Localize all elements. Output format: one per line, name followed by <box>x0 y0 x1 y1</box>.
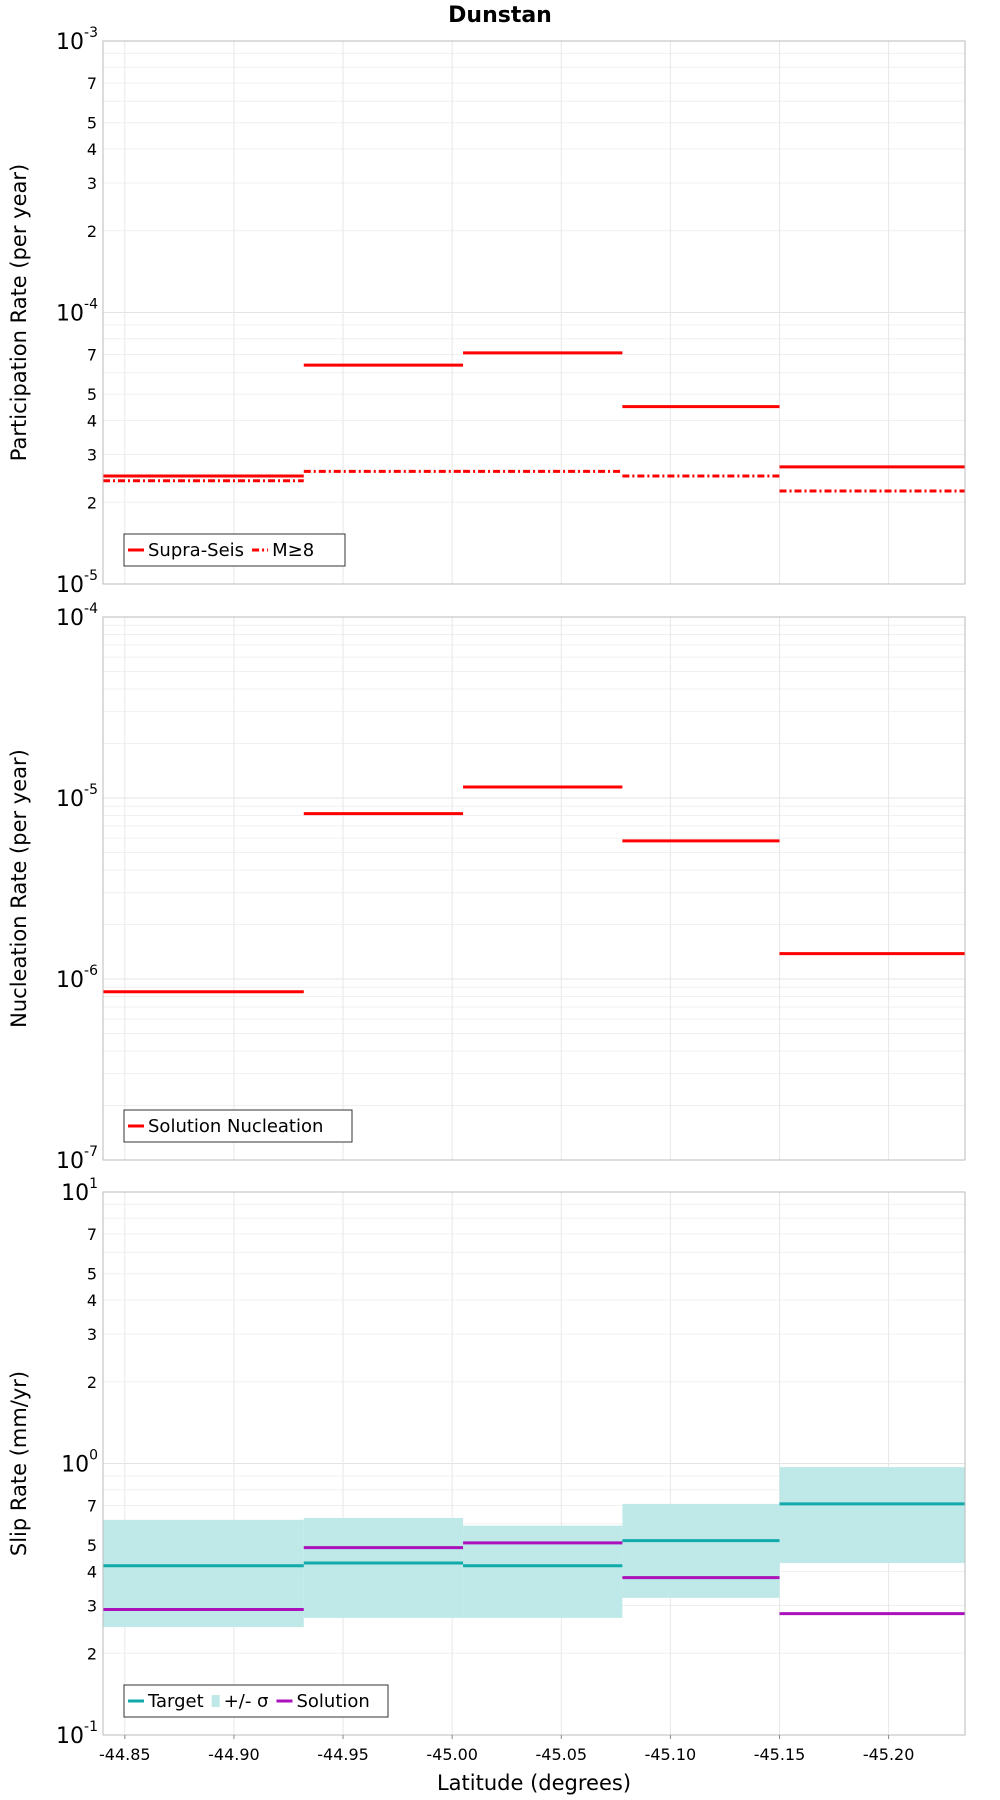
y-axis-label: Slip Rate (mm/yr) <box>7 1371 31 1556</box>
y-tick-minor: 5 <box>87 1536 97 1555</box>
y-tick-minor: 2 <box>87 1373 97 1392</box>
legend-box <box>123 533 346 567</box>
panel-3: 10-1 2 3 4 5 7 100 2 3 4 5 7 101 Slip Rate (mm/yr) Tar… <box>7 1176 966 1795</box>
plot-frame <box>102 1191 966 1736</box>
x-axis-label: Latitude (degrees) <box>437 1771 631 1795</box>
y-tick-minor: 3 <box>87 1596 97 1615</box>
y-tick-minor: 7 <box>87 346 97 365</box>
x-tick-label: -44.95 <box>317 1745 369 1764</box>
legend-swatch-2 <box>211 1695 220 1707</box>
legend-label-2: M≥8 <box>272 540 314 561</box>
y-tick-major: 10-4 <box>56 601 98 631</box>
band-segment-2-3 <box>463 1525 623 1618</box>
y-tick-minor: 4 <box>87 412 97 431</box>
band-segment-2-4 <box>622 1503 780 1598</box>
x-tick-label: -45.00 <box>426 1745 478 1764</box>
y-tick-major: 10-5 <box>56 568 98 598</box>
plot-frame <box>102 616 966 1161</box>
chart-title: Dunstan <box>448 3 552 28</box>
x-tick-label: -45.20 <box>863 1745 915 1764</box>
y-tick-minor: 2 <box>87 222 97 241</box>
y-tick-minor: 4 <box>87 1563 97 1582</box>
band-segment-2-2 <box>303 1517 464 1618</box>
x-tick-label: -45.05 <box>535 1745 587 1764</box>
legend: Target +/- σ Solution <box>123 1684 389 1718</box>
y-tick-major: 10-5 <box>56 782 98 812</box>
legend-label-1: Solution Nucleation <box>148 1116 323 1137</box>
y-tick-major: 10-4 <box>56 297 98 327</box>
legend-box <box>123 1109 353 1143</box>
x-tick-label: -44.85 <box>99 1745 151 1764</box>
y-tick-minor: 7 <box>87 74 97 93</box>
legend-label-2: +/- σ <box>224 1691 269 1712</box>
legend: Supra-Seis M≥8 <box>123 533 346 567</box>
plot-frame <box>102 40 966 585</box>
y-tick-minor: 3 <box>87 174 97 193</box>
y-tick-major: 100 <box>61 1448 98 1478</box>
y-tick-minor: 7 <box>87 1225 97 1244</box>
y-tick-major: 10-3 <box>56 25 98 55</box>
y-tick-minor: 3 <box>87 445 97 464</box>
y-tick-minor: 5 <box>87 114 97 133</box>
y-tick-minor: 7 <box>87 1497 97 1516</box>
y-tick-major: 10-6 <box>56 963 98 993</box>
x-tick-label: -45.10 <box>645 1745 697 1764</box>
legend-label-3: Solution <box>296 1691 369 1712</box>
y-tick-minor: 5 <box>87 385 97 404</box>
y-tick-major: 10-7 <box>56 1144 98 1174</box>
y-tick-major: 10-1 <box>56 1719 98 1749</box>
legend: Solution Nucleation <box>123 1109 353 1143</box>
y-tick-major: 101 <box>61 1176 98 1206</box>
y-axis-label: Nucleation Rate (per year) <box>7 749 31 1028</box>
y-tick-minor: 5 <box>87 1265 97 1284</box>
band-segment-2-5 <box>779 1467 965 1564</box>
y-tick-minor: 4 <box>87 140 97 159</box>
legend-label-1: Supra-Seis <box>148 540 244 561</box>
y-tick-minor: 3 <box>87 1325 97 1344</box>
x-tick-label: -45.15 <box>754 1745 806 1764</box>
y-tick-minor: 4 <box>87 1291 97 1310</box>
panel-2: 10-7 10-6 10-5 10-4 Nucleation Rate (per yea… <box>7 601 966 1174</box>
x-tick-label: -44.90 <box>208 1745 260 1764</box>
legend-box <box>123 1684 389 1718</box>
y-axis-label: Participation Rate (per year) <box>7 164 31 461</box>
y-tick-minor: 2 <box>87 493 97 512</box>
y-tick-minor: 2 <box>87 1644 97 1663</box>
panel-1: 10-5 2 3 4 5 7 10-4 2 3 4 5 7 10-3 Participation Rate… <box>7 25 966 598</box>
legend-label-1: Target <box>147 1691 204 1712</box>
